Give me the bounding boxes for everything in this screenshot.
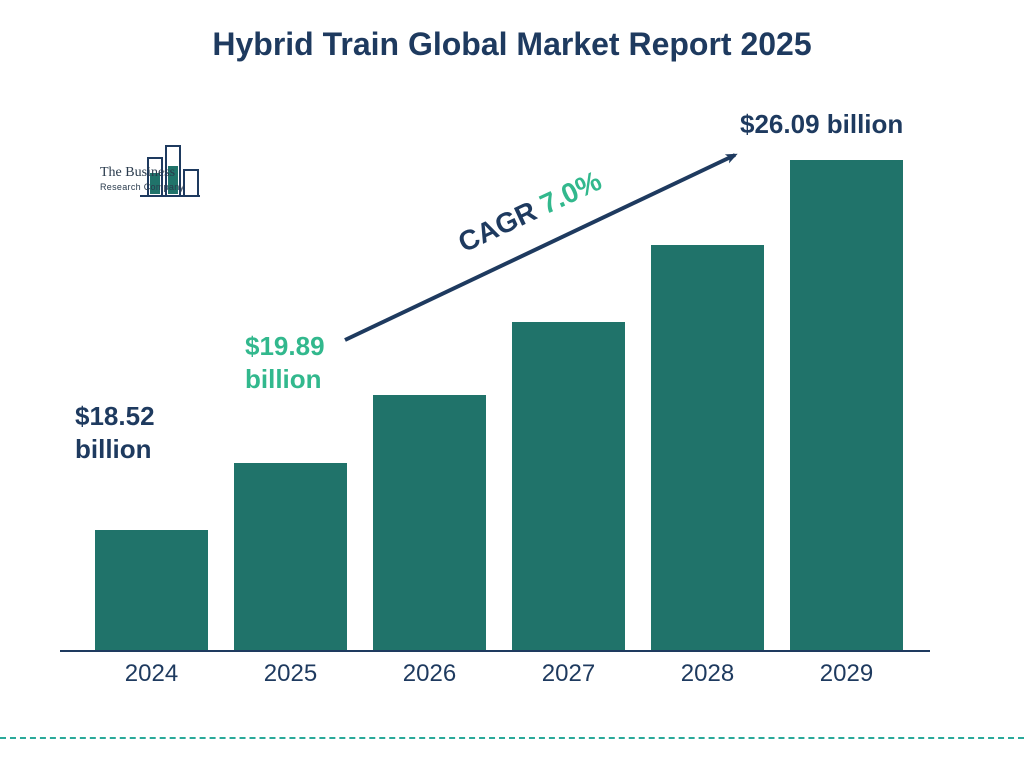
annotation-2025-line2: billion bbox=[245, 364, 322, 394]
annotation-2029: $26.09 billion bbox=[740, 108, 903, 141]
chart-title-text: Hybrid Train Global Market Report 2025 bbox=[212, 26, 811, 62]
annotation-2025: $19.89 billion bbox=[245, 330, 325, 395]
x-label-2026: 2026 bbox=[373, 660, 486, 688]
bar-2026 bbox=[373, 395, 486, 650]
annotation-2025-line1: $19.89 bbox=[245, 331, 325, 361]
annotation-2024-line2: billion bbox=[75, 434, 152, 464]
bar-2024 bbox=[95, 530, 208, 650]
chart-title: Hybrid Train Global Market Report 2025 bbox=[0, 26, 1024, 63]
x-label-2029: 2029 bbox=[790, 660, 903, 688]
footer-divider bbox=[0, 737, 1024, 739]
annotation-2029-line1: $26.09 billion bbox=[740, 109, 903, 139]
bar-chart bbox=[80, 130, 910, 650]
x-label-2024: 2024 bbox=[95, 660, 208, 688]
bar-2025 bbox=[234, 463, 347, 650]
annotation-2024: $18.52 billion bbox=[75, 400, 155, 465]
chart-baseline bbox=[60, 650, 930, 652]
bar-2027 bbox=[512, 322, 625, 650]
bar-2029 bbox=[790, 160, 903, 650]
x-label-2028: 2028 bbox=[651, 660, 764, 688]
x-label-2027: 2027 bbox=[512, 660, 625, 688]
x-label-2025: 2025 bbox=[234, 660, 347, 688]
bar-2028 bbox=[651, 245, 764, 650]
annotation-2024-line1: $18.52 bbox=[75, 401, 155, 431]
